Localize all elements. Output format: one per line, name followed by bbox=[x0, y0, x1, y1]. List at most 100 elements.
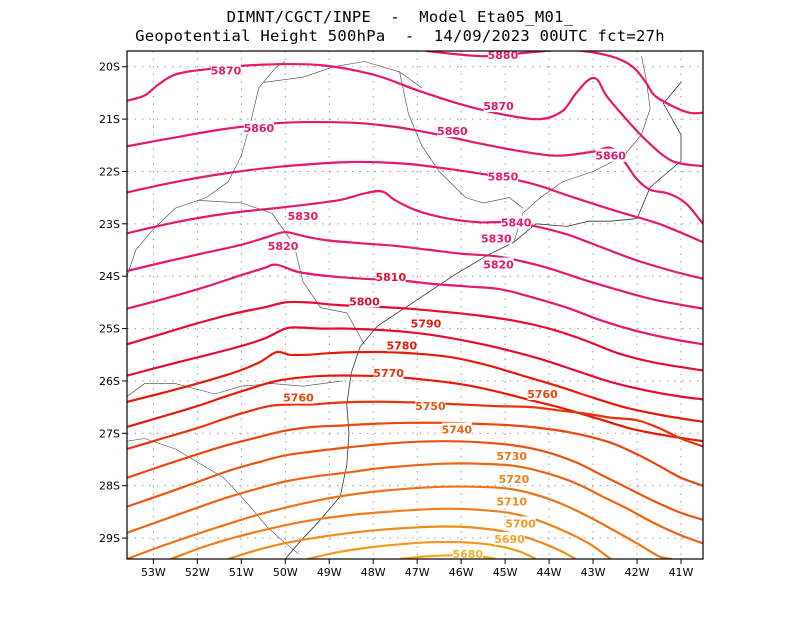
contour-label-5830: 5830 bbox=[481, 232, 512, 245]
lon-tick-label: 44W bbox=[537, 566, 562, 579]
lat-tick-label: 26S bbox=[99, 375, 120, 388]
contour-label-5770: 5770 bbox=[373, 367, 404, 380]
contour-5840 bbox=[127, 189, 703, 280]
height-contours: 5880 5870 5870 5860 5860 5860 5850 5840 5830 5830… bbox=[127, 49, 703, 561]
contour-5790 bbox=[127, 350, 703, 423]
contour-label-bg bbox=[283, 390, 314, 404]
lat-tick-label: 22S bbox=[99, 165, 120, 178]
contour-label-bg bbox=[410, 316, 441, 330]
contour-label-bg bbox=[483, 257, 514, 271]
contour-label-bg bbox=[496, 494, 527, 508]
lon-tick-label: 45W bbox=[493, 566, 518, 579]
lon-tick-label: 52W bbox=[185, 566, 210, 579]
state-border bbox=[399, 71, 523, 209]
lon-tick-label: 53W bbox=[141, 566, 166, 579]
lon-tick-label: 51W bbox=[229, 566, 254, 579]
contour-label-5880: 5880 bbox=[488, 49, 519, 62]
contour-label-bg bbox=[268, 238, 299, 252]
state-border bbox=[197, 200, 365, 345]
state-border bbox=[127, 380, 343, 397]
contour-label-5840: 5840 bbox=[501, 216, 532, 229]
lat-tick-label: 21S bbox=[99, 113, 120, 126]
state-border bbox=[263, 61, 422, 88]
contour-label-5760: 5760 bbox=[527, 388, 558, 401]
contour-label-5870: 5870 bbox=[483, 100, 514, 113]
contour-label-bg bbox=[505, 516, 536, 530]
contour-label-bg bbox=[386, 338, 417, 352]
contour-label-bg bbox=[496, 448, 527, 462]
contour-label-5810: 5810 bbox=[376, 271, 407, 284]
state-border bbox=[127, 438, 299, 555]
lon-tick-label: 48W bbox=[361, 566, 386, 579]
contour-label-bg bbox=[349, 294, 380, 308]
contour-5850 bbox=[127, 160, 703, 244]
contour-label-bg bbox=[487, 51, 518, 62]
contour-5870 bbox=[127, 62, 703, 168]
lon-tick-label: 42W bbox=[625, 566, 650, 579]
map-title-line1: DIMNT/CGCT/INPE - Model Eta05_M01_ bbox=[226, 8, 574, 26]
contour-5750 bbox=[127, 440, 703, 521]
contour-label-5700: 5700 bbox=[505, 517, 536, 530]
contour-label-5710: 5710 bbox=[496, 495, 527, 508]
contour-label-5860: 5860 bbox=[437, 125, 468, 138]
state-border bbox=[127, 61, 286, 277]
contour-5880 bbox=[425, 51, 703, 115]
lon-tick-label: 49W bbox=[317, 566, 342, 579]
contour-label-5850: 5850 bbox=[488, 171, 519, 184]
contour-5700 bbox=[307, 540, 537, 559]
contour-label-bg bbox=[452, 546, 483, 559]
contour-label-5860: 5860 bbox=[595, 150, 626, 163]
contour-label-bg bbox=[483, 98, 514, 112]
coastline bbox=[284, 82, 682, 559]
contour-label-5760: 5760 bbox=[283, 392, 314, 405]
contour-5770 bbox=[127, 400, 703, 451]
contour-5730 bbox=[127, 485, 673, 559]
map-title-line2: Geopotential Height 500hPa - 14/09/2023 … bbox=[135, 27, 665, 45]
contour-label-5870: 5870 bbox=[211, 64, 242, 77]
contour-label-bg bbox=[527, 387, 558, 401]
contour-label-bg bbox=[498, 471, 529, 485]
contour-label-5730: 5730 bbox=[496, 450, 527, 463]
contour-5720 bbox=[170, 507, 612, 559]
contour-label-5690: 5690 bbox=[494, 533, 525, 546]
contour-5760 bbox=[127, 421, 703, 487]
contour-label-bg bbox=[287, 208, 318, 222]
contour-label-bg bbox=[494, 532, 525, 546]
contour-label-5750: 5750 bbox=[415, 400, 446, 413]
contour-label-5860: 5860 bbox=[244, 122, 275, 135]
lon-tick-label: 43W bbox=[581, 566, 606, 579]
contour-5800 bbox=[127, 326, 703, 401]
contour-label-bg bbox=[501, 215, 532, 229]
contour-label-5820: 5820 bbox=[268, 240, 299, 253]
lat-tick-label: 20S bbox=[99, 61, 120, 74]
contour-label-bg bbox=[481, 231, 512, 245]
contour-label-bg bbox=[437, 124, 468, 138]
lat-tick-label: 23S bbox=[99, 218, 120, 231]
lat-tick-label: 28S bbox=[99, 480, 120, 493]
contour-5710 bbox=[227, 525, 577, 559]
lat-tick-label: 25S bbox=[99, 323, 120, 336]
lon-tick-label: 46W bbox=[449, 566, 474, 579]
contour-label-5680: 5680 bbox=[452, 548, 483, 561]
plot-frame bbox=[126, 50, 704, 560]
contour-5810 bbox=[127, 300, 703, 372]
contour-5860 bbox=[127, 121, 703, 225]
contour-label-bg bbox=[415, 399, 446, 413]
contour-label-5720: 5720 bbox=[499, 473, 530, 486]
contour-label-bg bbox=[595, 148, 626, 162]
contour-label-bg bbox=[373, 366, 404, 380]
geography-lines bbox=[127, 56, 682, 559]
contour-label-5800: 5800 bbox=[349, 295, 380, 308]
lon-tick-label: 47W bbox=[405, 566, 430, 579]
lon-tick-label: 50W bbox=[273, 566, 298, 579]
contour-label-5830: 5830 bbox=[288, 210, 319, 223]
axis-ticks: 53W 52W 51W 50W 49W 48W 47W 46W 45W 44W 43W 42W 41W 2… bbox=[99, 61, 694, 579]
lat-tick-label: 24S bbox=[99, 270, 120, 283]
contour-5830 bbox=[127, 231, 703, 310]
lat-tick-label: 27S bbox=[99, 427, 120, 440]
contour-label-bg bbox=[487, 169, 518, 183]
contour-label-bg bbox=[375, 270, 406, 284]
contour-label-bg bbox=[210, 63, 241, 77]
lon-tick-label: 41W bbox=[669, 566, 694, 579]
